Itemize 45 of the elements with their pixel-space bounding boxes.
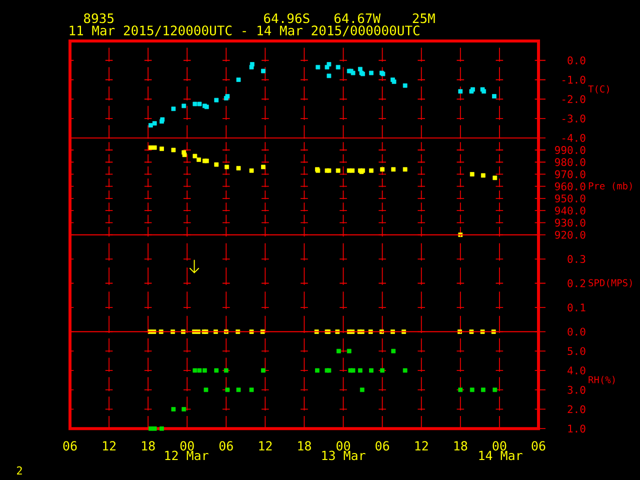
x-tick-label: 00 [180,441,194,451]
y-tick-label: 0.1 [568,304,586,312]
x-tick-label: 06 [532,441,546,451]
y-tick-label: 1.0 [568,424,586,433]
y-axis-title: Pre (mb) [588,182,632,191]
y-axis-title: RH(%) [588,376,615,384]
x-tick-label: 18 [454,441,468,451]
y-tick-label: -3.0 [562,114,586,122]
y-tick-label: 0.3 [568,255,586,263]
chart-subtitle: 11 Mar 2015/120000UTC - 14 Mar 2015/000000UTC [70,26,420,36]
x-tick-label: 00 [336,441,350,451]
x-tick-label: 12 [415,441,428,450]
y-tick-label: 990.0 [555,146,586,154]
y-axis-title: T(C) [588,85,609,94]
y-tick-label: 2.0 [568,405,586,414]
y-tick-label: 0.0 [568,56,586,64]
y-tick-label: 4.0 [568,366,586,374]
y-tick-label: 0.2 [568,279,586,288]
y-tick-label: -1.0 [562,76,586,84]
y-tick-label: 930.0 [555,218,586,227]
x-tick-label: 06 [376,441,390,451]
y-axis-title: SPD(MPS) [588,279,632,288]
y-tick-label: -4.0 [562,134,586,142]
x-tick-label: 12 [103,441,116,450]
y-tick-label: 3.0 [568,386,586,394]
y-tick-label: -2.0 [562,95,586,104]
y-tick-label: 970.0 [555,170,586,178]
text: 13 Mar [322,450,366,460]
text: 2 [17,466,22,474]
x-tick-label: 18 [298,441,311,451]
text: 14 Mar [479,450,522,460]
y-tick-label: 960.0 [555,182,586,190]
x-tick-label: 00 [492,441,506,451]
y-tick-label: 950.0 [555,194,586,202]
y-tick-label: 0.0 [568,328,586,336]
x-tick-label: 06 [219,441,233,451]
x-tick-label: 12 [259,441,272,450]
y-tick-label: 980.0 [555,158,586,166]
y-tick-label: 920.0 [555,230,586,239]
y-tick-label: 940.0 [555,206,586,215]
y-tick-label: 5.0 [568,347,586,356]
x-tick-label: 06 [63,441,77,451]
x-tick-label: 18 [142,441,155,451]
text: 12 Mar [165,450,208,460]
chart-title: 8935 64.96S 64.67W 25M [84,13,435,24]
